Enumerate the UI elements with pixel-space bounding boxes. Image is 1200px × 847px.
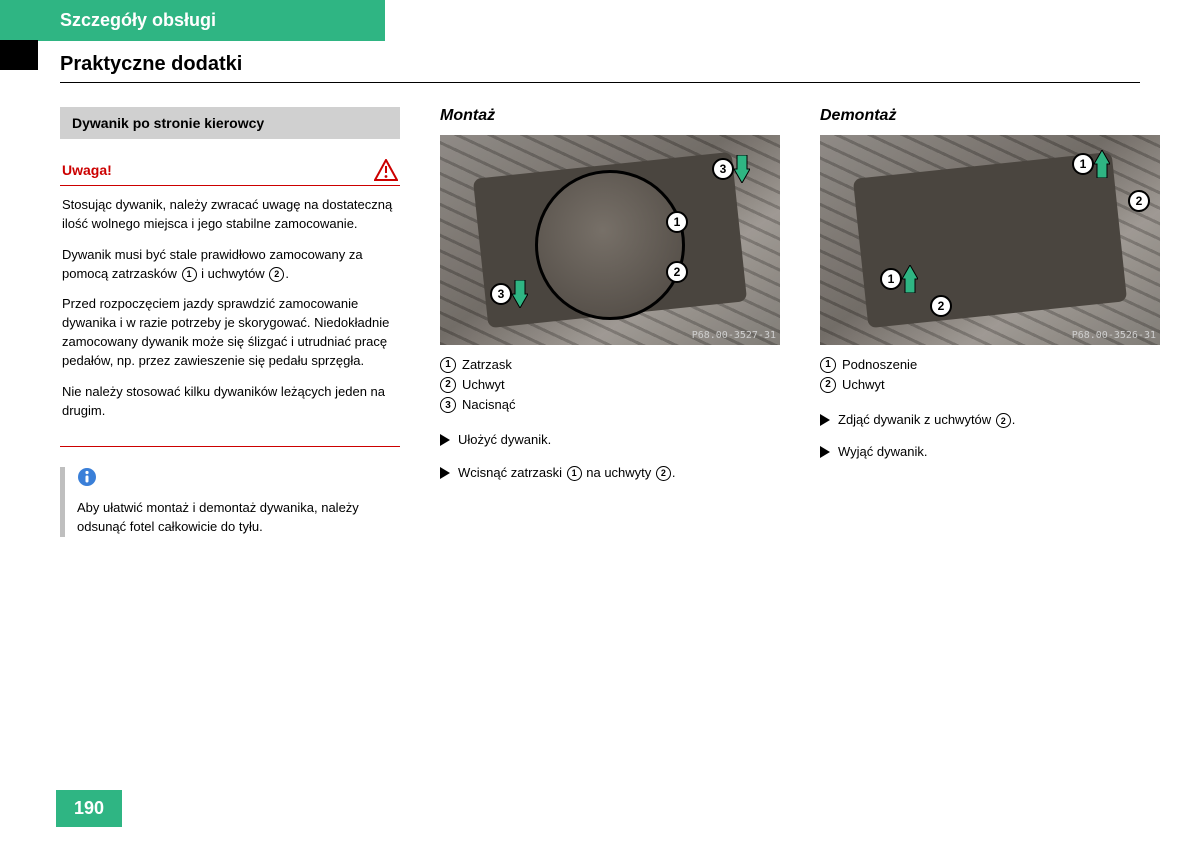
subheading-demontaz: Demontaż [820, 107, 1160, 125]
callout-arrow-left: 1 [880, 265, 918, 293]
callout-number-1: 1 [666, 211, 688, 233]
subheading-montaz: Montaż [440, 107, 780, 125]
warning-paragraph: Dywanik musi być stale prawidłowo zamoco… [62, 246, 398, 284]
info-icon [77, 467, 400, 493]
legend-demontaz: 1Podnoszenie 2Uchwyt [820, 355, 1160, 395]
warning-paragraph: Przed rozpoczęciem jazdy sprawdzić zamoc… [62, 295, 398, 370]
page-number: 190 [56, 790, 122, 827]
floor-mat [853, 152, 1127, 328]
callout-number-1: 1 [1072, 153, 1094, 175]
zoom-detail-circle: 1 2 [535, 170, 685, 320]
info-bar [60, 467, 65, 537]
legend-row: 1Podnoszenie [820, 355, 1160, 375]
side-tab [0, 40, 38, 70]
triangle-bullet-icon [820, 414, 830, 426]
arrow-up-icon [1094, 150, 1110, 178]
callout-1: 1 [182, 267, 197, 282]
callout-number-2: 2 [666, 261, 688, 283]
figure-reference: P68.00-3527-31 [692, 330, 776, 341]
legend-row: 2Uchwyt [440, 375, 780, 395]
callout-2: 2 [269, 267, 284, 282]
column-middle: Montaż 1 2 3 3 P68.00-3527-31 1Zatrzask … [440, 107, 780, 537]
callout-number-3: 3 [490, 283, 512, 305]
content-columns: Dywanik po stronie kierowcy Uwaga! Stosu… [0, 83, 1200, 537]
arrow-down-icon [512, 280, 528, 308]
legend-row: 1Zatrzask [440, 355, 780, 375]
arrow-down-icon [734, 155, 750, 183]
warning-triangle-icon [374, 159, 398, 181]
callout-arrow-right: 1 [1072, 150, 1110, 178]
step-item: Wyjąć dywanik. [820, 443, 1160, 461]
legend-row: 3Nacisnąć [440, 395, 780, 415]
callout-arrow-right: 3 [712, 155, 750, 183]
figure-montaz: 1 2 3 3 P68.00-3527-31 [440, 135, 780, 345]
warning-label: Uwaga! [62, 162, 112, 178]
info-content: Aby ułatwić montaż i demontaż dywanika, … [77, 467, 400, 537]
triangle-bullet-icon [440, 434, 450, 446]
info-text: Aby ułatwić montaż i demontaż dywanika, … [77, 499, 400, 537]
figure-reference: P68.00-3526-31 [1072, 330, 1156, 341]
warning-paragraph: Nie należy stosować kilku dywaników leżą… [62, 383, 398, 421]
step-item: Ułożyć dywanik. [440, 431, 780, 449]
column-right: Demontaż 1 2 1 2 P68.00-3526-31 1Podnosz… [820, 107, 1160, 537]
legend-montaz: 1Zatrzask 2Uchwyt 3Nacisnąć [440, 355, 780, 415]
step-item: Wcisnąć zatrzaski 1 na uchwyty 2. [440, 464, 780, 482]
chapter-header: Szczegóły obsługi [0, 0, 385, 41]
callout-arrow-left: 3 [490, 280, 528, 308]
callout-number-2: 2 [1128, 190, 1150, 212]
warning-box: Uwaga! Stosując dywanik, należy zwracać … [60, 155, 400, 447]
subsection-header: Dywanik po stronie kierowcy [60, 107, 400, 139]
callout-number-3: 3 [712, 158, 734, 180]
triangle-bullet-icon [440, 467, 450, 479]
warning-header: Uwaga! [60, 155, 400, 186]
figure-demontaz: 1 2 1 2 P68.00-3526-31 [820, 135, 1160, 345]
legend-row: 2Uchwyt [820, 375, 1160, 395]
section-title: Praktyczne dodatki [0, 41, 1200, 82]
column-left: Dywanik po stronie kierowcy Uwaga! Stosu… [60, 107, 400, 537]
warning-body: Stosując dywanik, należy zwracać uwagę n… [60, 186, 400, 446]
callout-number-1: 1 [880, 268, 902, 290]
callout-number-2: 2 [930, 295, 952, 317]
info-box: Aby ułatwić montaż i demontaż dywanika, … [60, 467, 400, 537]
triangle-bullet-icon [820, 446, 830, 458]
warning-paragraph: Stosując dywanik, należy zwracać uwagę n… [62, 196, 398, 234]
arrow-up-icon [902, 265, 918, 293]
step-item: Zdjąć dywanik z uchwytów 2. [820, 411, 1160, 429]
